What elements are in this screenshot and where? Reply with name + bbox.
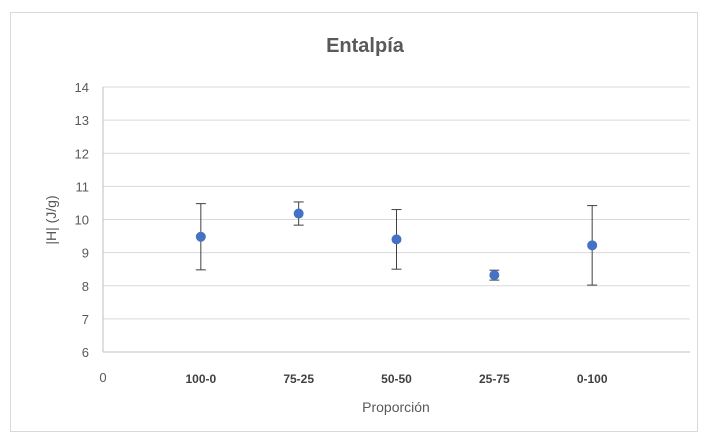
y-tick-label: 8: [82, 279, 89, 294]
x-axis-label: Proporción: [362, 399, 430, 415]
y-tick-label: 6: [82, 345, 89, 360]
x-category-label: 75-25: [283, 372, 314, 386]
x-category-label: 25-75: [479, 372, 510, 386]
data-point: [587, 240, 598, 251]
x-category-label: 0-100: [577, 372, 608, 386]
chart-title: Entalpía: [326, 35, 405, 57]
data-point: [195, 231, 206, 242]
y-tick-label: 14: [75, 80, 89, 95]
x-origin-label: 0: [99, 370, 106, 385]
data-points: [195, 208, 598, 281]
y-tick-label: 10: [75, 213, 89, 228]
data-point: [293, 208, 304, 219]
y-axis-label: |H| (J/g): [43, 195, 59, 244]
y-tick-label: 12: [75, 146, 89, 161]
chart-frame: [10, 12, 698, 432]
data-point: [391, 234, 402, 245]
x-category-label: 100-0: [185, 372, 216, 386]
y-tick-label: 13: [75, 113, 89, 128]
data-point: [489, 270, 500, 281]
x-category-labels: 100-0 75-25 50-50 25-75 0-100: [185, 372, 607, 386]
y-tick-label: 7: [82, 312, 89, 327]
y-tick-label: 11: [76, 179, 90, 194]
x-category-label: 50-50: [381, 372, 412, 386]
y-tick-labels: 6 7 8 9 10 11 12 13 14: [75, 80, 89, 360]
gridlines: [102, 86, 690, 353]
y-tick-label: 9: [82, 246, 89, 261]
